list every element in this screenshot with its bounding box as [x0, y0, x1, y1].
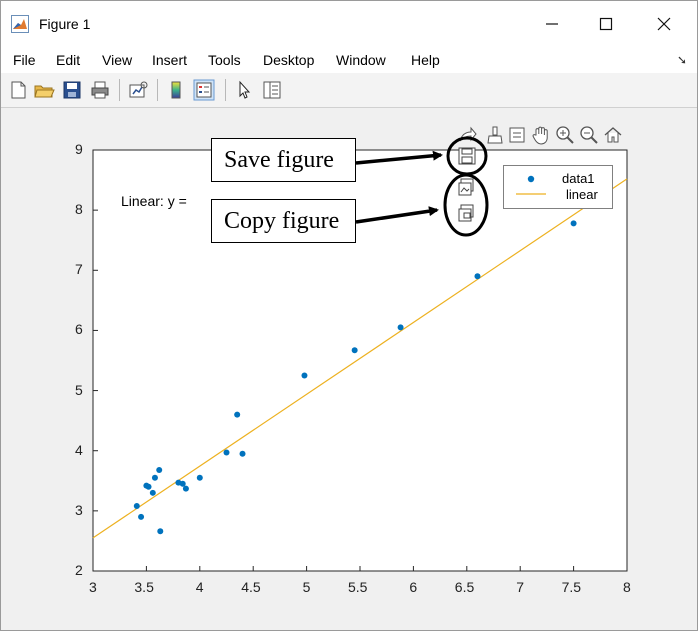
save-arrow: [355, 150, 443, 165]
figure-toolbar: [1, 73, 697, 108]
menu-window[interactable]: Window: [336, 52, 386, 68]
copy-highlight-circle: [443, 173, 489, 237]
menu-view[interactable]: View: [102, 52, 133, 68]
x-tick-label: 5: [302, 579, 311, 595]
window-title: Figure 1: [39, 16, 91, 32]
x-tick-label: 7: [516, 579, 524, 595]
axis-ticks: [92, 149, 628, 572]
data-tips-icon[interactable]: [507, 125, 527, 145]
colorbar-icon[interactable]: [165, 79, 187, 101]
zoom-in-icon[interactable]: [555, 125, 575, 145]
menu-edit[interactable]: Edit: [56, 52, 81, 68]
x-tick-label: 4.5: [241, 579, 261, 595]
copy-figure-callout: Copy figure: [211, 199, 356, 243]
save-figure-icon[interactable]: [456, 145, 478, 167]
menu-insert[interactable]: Insert: [152, 52, 188, 68]
y-tick-label: 3: [75, 501, 83, 518]
data-point: [301, 372, 308, 379]
menu-help[interactable]: Help: [411, 52, 440, 68]
data-point: [145, 483, 152, 490]
y-tick-label: 9: [75, 141, 83, 157]
x-tick-label: 5.5: [348, 579, 368, 595]
close-button[interactable]: [641, 9, 687, 39]
maximize-icon: [599, 17, 613, 31]
x-tick-label: 3: [89, 579, 97, 595]
data-point: [138, 513, 145, 520]
copy-arrow: [355, 206, 439, 224]
x-tick-label: 7.5: [561, 579, 582, 595]
data-point: [397, 324, 404, 331]
legend-label-linear: linear: [566, 187, 598, 202]
y-tick-label: 7: [75, 261, 83, 278]
menu-bar: File Edit View Insert Tools Desktop Wind…: [1, 45, 697, 73]
open-file-icon[interactable]: [33, 79, 55, 101]
save-figure-callout: Save figure: [211, 138, 356, 182]
maximize-button[interactable]: [583, 9, 629, 39]
data-point: [156, 466, 163, 473]
x-tick-label: 4: [195, 579, 204, 595]
legend-label-data1: data1: [562, 171, 595, 186]
toolbar-separator: [157, 79, 158, 101]
toolbar-separator: [119, 79, 120, 101]
menu-tools[interactable]: Tools: [208, 52, 241, 68]
matlab-logo-icon: [11, 15, 29, 33]
x-tick-label: 8: [623, 579, 631, 595]
y-tick-label: 5: [75, 381, 83, 398]
y-tick-label: 4: [75, 441, 83, 458]
fit-line: [92, 178, 628, 539]
title-bar: Figure 1: [1, 1, 697, 45]
minimize-icon: [546, 23, 558, 25]
x-tick-label: 3.5: [134, 579, 154, 595]
brush-icon[interactable]: [485, 125, 505, 145]
toolbar-separator: [225, 79, 226, 101]
save-icon[interactable]: [61, 79, 83, 101]
y-tick-label: 2: [75, 562, 83, 578]
x-tick-label: 6: [409, 579, 418, 595]
data-point: [196, 474, 203, 481]
pan-icon[interactable]: [531, 125, 551, 145]
legend-marker-data1: [527, 175, 535, 183]
fit-line-group: [92, 178, 628, 539]
y-tick-label: 6: [75, 321, 83, 338]
data-point: [179, 480, 186, 487]
menu-desktop[interactable]: Desktop: [263, 52, 315, 68]
link-plot-icon[interactable]: [127, 79, 149, 101]
menu-file[interactable]: File: [13, 52, 36, 68]
copy-image-icon[interactable]: [456, 177, 478, 199]
data-point: [151, 474, 158, 481]
data-point: [149, 489, 156, 496]
data-point: [133, 503, 140, 510]
x-tick-label: 6.5: [454, 579, 475, 595]
data-points: [133, 220, 577, 535]
data-point: [474, 273, 481, 280]
dock-arrow-icon[interactable]: ➘: [677, 53, 688, 67]
data-point: [223, 449, 230, 456]
data-point: [234, 411, 241, 418]
print-icon[interactable]: [89, 79, 111, 101]
new-figure-icon[interactable]: [7, 79, 29, 101]
data-point: [351, 347, 358, 354]
data-point: [157, 528, 164, 535]
legend-swatches: [516, 175, 546, 195]
equation-annotation: Linear: y =: [121, 193, 187, 209]
close-icon: [657, 17, 671, 31]
data-point: [182, 485, 189, 492]
edit-plot-icon[interactable]: [233, 79, 255, 101]
y-tick-label: 8: [75, 201, 83, 218]
data-point: [570, 220, 577, 227]
data-point: [239, 450, 246, 457]
zoom-out-icon[interactable]: [579, 125, 599, 145]
minimize-button[interactable]: [529, 9, 575, 39]
legend-icon[interactable]: [193, 79, 215, 101]
legend[interactable]: data1 linear: [503, 165, 613, 209]
property-inspector-icon[interactable]: [261, 79, 283, 101]
copy-vector-icon[interactable]: [456, 203, 478, 225]
home-icon[interactable]: [603, 125, 623, 145]
